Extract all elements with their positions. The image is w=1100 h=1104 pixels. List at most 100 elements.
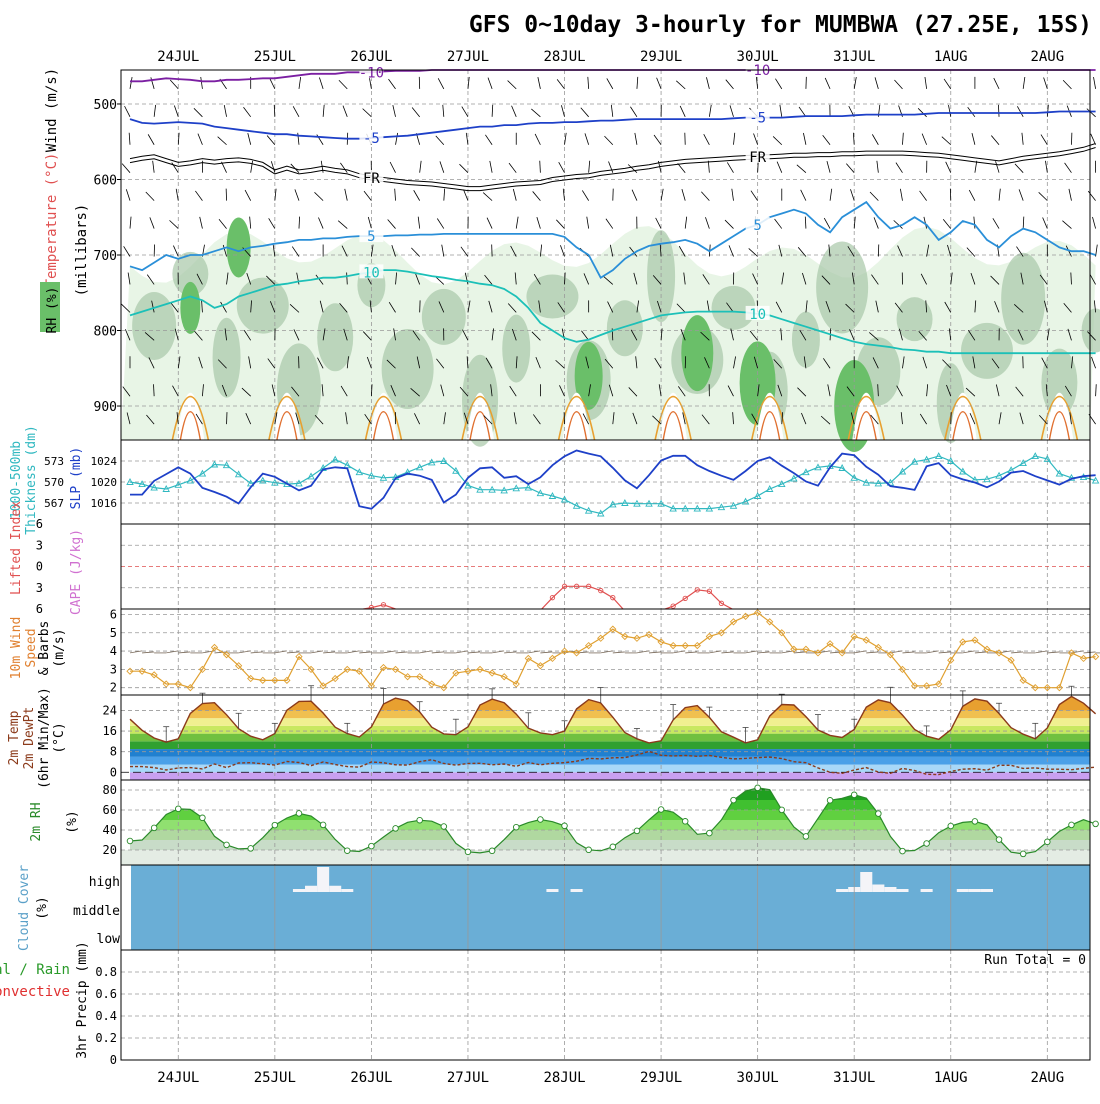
contour-label: 5 <box>753 218 761 234</box>
rh-point <box>731 797 737 803</box>
date-label-bottom: 25JUL <box>254 1070 296 1086</box>
rh-band <box>121 790 1090 800</box>
cloud-bar <box>921 889 933 892</box>
y-tick-label-right: 1020 <box>91 476 118 489</box>
cloud-level-label: high <box>89 875 120 890</box>
lifted-index-label: Lifted Index <box>9 501 24 595</box>
rh-point <box>972 819 978 825</box>
y-tick-label: 700 <box>94 249 117 264</box>
y-tick-label-left: 570 <box>44 476 64 489</box>
temp-band <box>121 741 1090 749</box>
rh-label: RH (%) <box>45 287 60 334</box>
temp-band <box>121 749 1090 757</box>
cloud-level-label: middle <box>73 904 120 919</box>
contour-label: 5 <box>367 229 375 245</box>
rh-shading <box>121 217 1100 452</box>
rh-point <box>393 826 399 832</box>
rh-point <box>175 806 181 812</box>
wind-barb-10m <box>939 652 951 653</box>
date-label-top: 27JUL <box>447 49 489 65</box>
wind-barb-10m <box>468 652 480 653</box>
date-label-bottom: 31JUL <box>833 1070 875 1086</box>
date-label-top: 1AUG <box>934 49 968 65</box>
rh-mid-patch <box>237 278 289 334</box>
date-label-top: 31JUL <box>833 49 875 65</box>
wind-barb-10m <box>142 652 154 653</box>
date-label-bottom: 26JUL <box>350 1070 392 1086</box>
temp-band <box>121 710 1090 718</box>
cloud-units-label: (%) <box>35 896 50 919</box>
cloud-bar <box>981 889 993 892</box>
y-tick-label: 0 <box>36 560 43 574</box>
cloud-bar <box>957 889 969 892</box>
rh-point <box>755 785 761 791</box>
date-label-top: 24JUL <box>157 49 199 65</box>
cloud-bar <box>305 886 317 892</box>
rh-high-patch <box>681 315 713 391</box>
rh-point <box>1069 822 1075 828</box>
rh-point <box>224 842 230 848</box>
rh-point <box>296 811 302 817</box>
rh-high-patch <box>180 282 200 334</box>
y-tick-label: 0.6 <box>95 987 117 1001</box>
y-tick-label: 20 <box>103 843 117 857</box>
y-tick-label: 0 <box>110 765 117 779</box>
y-tick-label: 5 <box>110 626 117 640</box>
y-tick-label: 3 <box>110 662 117 676</box>
cloud-bar <box>317 867 329 892</box>
wind-barb <box>1094 77 1096 89</box>
cloud-bar <box>546 889 558 892</box>
rh-mid-patch <box>1001 253 1045 345</box>
wind-barb-10m <box>432 652 444 653</box>
cloud-bar <box>884 887 896 892</box>
date-label-top: 29JUL <box>640 49 682 65</box>
wind10m-units-label: & Barbs <box>37 621 52 676</box>
rh-point <box>610 844 616 850</box>
date-label-top: 26JUL <box>350 49 392 65</box>
y-tick-label: 0 <box>110 1053 117 1067</box>
wind-barb-10m <box>758 652 770 653</box>
wind-barb-10m <box>613 652 625 653</box>
rh-mid-patch <box>526 275 578 319</box>
y-tick-label: 0.4 <box>95 1009 117 1023</box>
cloud-bar <box>341 889 353 892</box>
cloud-bar <box>896 889 908 892</box>
date-label-bottom: 27JUL <box>447 1070 489 1086</box>
cloud-bar <box>872 885 884 893</box>
wind10m-units-label: (m/s) <box>52 628 67 667</box>
wind-barb <box>1096 384 1097 396</box>
slp-label: SLP (mb) <box>69 447 84 510</box>
rh-point <box>272 822 278 828</box>
temp2m-label: 2m Temp <box>7 710 22 765</box>
rh-point <box>441 824 447 830</box>
wind-barb-10m <box>359 652 371 653</box>
date-label-bottom: 24JUL <box>157 1070 199 1086</box>
contour-label: FR <box>363 171 380 187</box>
temperature-label: Temperature (°C) <box>44 153 60 288</box>
rh-band <box>121 780 1090 790</box>
date-label-bottom: 1AUG <box>934 1070 968 1086</box>
rh-point <box>369 843 375 849</box>
temp2m-label: (6hr Min/Max) <box>37 687 52 789</box>
cape-label: CAPE (J/kg) <box>69 529 84 615</box>
rh-point <box>996 837 1002 843</box>
wind-barb-10m <box>975 652 987 653</box>
temp-band <box>121 757 1090 765</box>
precip-total-label: Total / Rain <box>0 962 70 978</box>
rh-point <box>658 807 664 813</box>
y-tick-label: 0.8 <box>95 965 117 979</box>
rh-band <box>121 800 1090 810</box>
wind-barb-10m <box>323 652 335 653</box>
wind-label: Wind (m/s) <box>44 68 60 152</box>
wind-barb-10m <box>721 652 733 653</box>
y-tick-label: 3 <box>36 538 43 552</box>
rh-point <box>489 848 495 854</box>
wind-barb <box>1092 217 1095 229</box>
precip-frame <box>121 950 1090 1060</box>
wind-barb-10m <box>866 652 878 653</box>
wind-barb-10m <box>1011 652 1023 653</box>
rh-point <box>876 811 882 817</box>
y-tick-label-right: 1016 <box>91 497 118 510</box>
y-tick-label: 3 <box>36 581 43 595</box>
y-tick-label-right: 1024 <box>91 455 118 468</box>
